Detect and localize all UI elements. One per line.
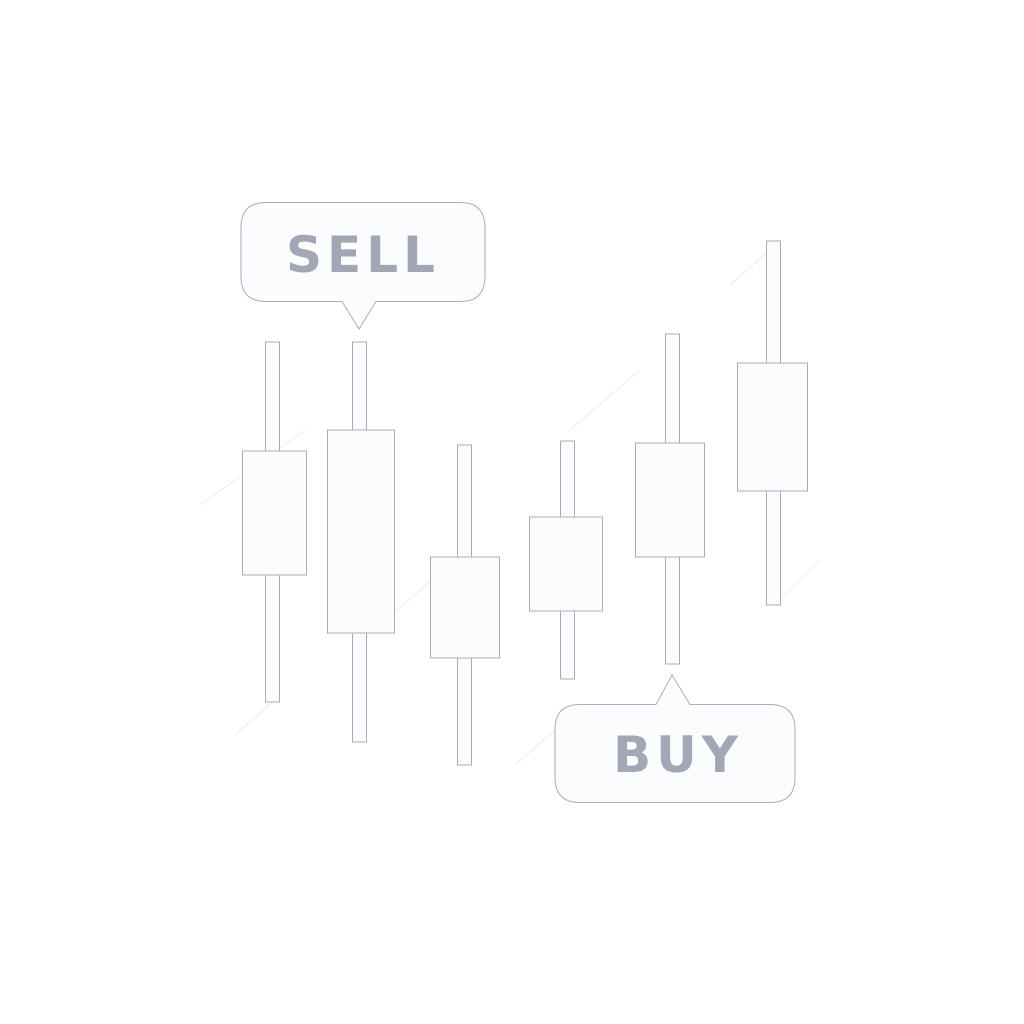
candlestick [737,240,808,606]
decorative-line [234,699,276,736]
buy-label: BUY [613,726,743,784]
candlestick-body [430,556,500,659]
buy-callout: BUY [554,673,796,803]
candlestick-body [529,516,603,612]
sell-callout: SELL [240,202,486,330]
candlestick [529,440,603,680]
decorative-line [779,559,821,601]
candlestick [635,333,705,665]
candlestick-body [327,429,395,634]
candlestick-body [635,442,705,558]
candlestick-group [242,240,808,766]
sell-callout-bubble [240,202,486,330]
sell-label: SELL [286,226,440,284]
candlestick-body [737,362,808,492]
candlestick-body [242,450,307,576]
candlestick [430,444,500,766]
buy-callout-bubble [554,673,796,803]
candlestick [242,341,307,703]
decorative-line [514,729,556,766]
candlestick [327,341,395,743]
decorative-line [569,369,641,431]
